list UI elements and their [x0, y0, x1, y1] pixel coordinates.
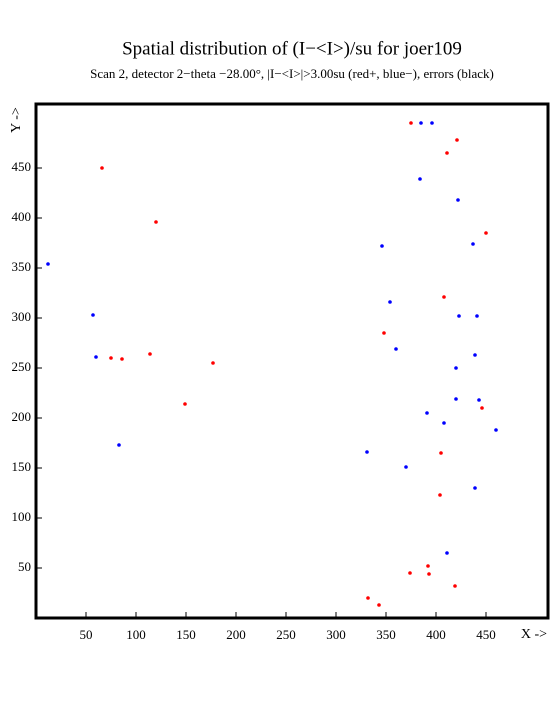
- point: [388, 300, 392, 304]
- x-tick-label: 400: [426, 627, 446, 642]
- y-tick-label: 200: [12, 409, 32, 424]
- point: [442, 295, 446, 299]
- point: [427, 572, 431, 576]
- point: [457, 314, 461, 318]
- point: [183, 402, 187, 406]
- point: [494, 428, 498, 432]
- point: [377, 603, 381, 607]
- point: [445, 551, 449, 555]
- point: [404, 465, 408, 469]
- x-tick-label: 450: [476, 627, 496, 642]
- y-tick-label: 350: [12, 259, 32, 274]
- point: [454, 366, 458, 370]
- point: [425, 411, 429, 415]
- plot-frame: [34, 102, 550, 620]
- x-tick-label: 50: [80, 627, 93, 642]
- point: [117, 443, 121, 447]
- point: [438, 493, 442, 497]
- point: [148, 352, 152, 356]
- y-tick-label: 300: [12, 309, 32, 324]
- point: [91, 313, 95, 317]
- point: [408, 571, 412, 575]
- point: [419, 121, 423, 125]
- point: [120, 357, 124, 361]
- y-tick-label: 50: [18, 559, 31, 574]
- point: [100, 166, 104, 170]
- point: [94, 355, 98, 359]
- point: [418, 177, 422, 181]
- point: [456, 198, 460, 202]
- chart-title: Spatial distribution of (I−<I>)/su for j…: [122, 38, 462, 59]
- point: [154, 220, 158, 224]
- x-tick-label: 200: [226, 627, 246, 642]
- y-tick-label: 250: [12, 359, 32, 374]
- point: [473, 353, 477, 357]
- point: [442, 421, 446, 425]
- y-tick-label: 150: [12, 459, 32, 474]
- point: [480, 406, 484, 410]
- x-tick-label: 300: [326, 627, 346, 642]
- point: [430, 121, 434, 125]
- point: [439, 451, 443, 455]
- y-tick-label: 100: [12, 509, 32, 524]
- x-tick-label: 150: [176, 627, 196, 642]
- point: [471, 242, 475, 246]
- y-axis-label: Y ->: [9, 107, 24, 133]
- point: [366, 596, 370, 600]
- x-axis-label: X ->: [521, 627, 547, 642]
- point: [382, 331, 386, 335]
- point: [426, 564, 430, 568]
- point: [365, 450, 369, 454]
- point: [473, 486, 477, 490]
- point: [475, 314, 479, 318]
- point: [484, 231, 488, 235]
- point: [477, 398, 481, 402]
- chart-subtitle: Scan 2, detector 2−theta −28.00°, |I−<I>…: [90, 66, 494, 81]
- x-tick-label: 350: [376, 627, 396, 642]
- point: [211, 361, 215, 365]
- x-tick-label: 100: [126, 627, 146, 642]
- point: [445, 151, 449, 155]
- point: [409, 121, 413, 125]
- y-tick-label: 450: [12, 159, 32, 174]
- point: [109, 356, 113, 360]
- y-tick-label: 400: [12, 209, 32, 224]
- point: [455, 138, 459, 142]
- point: [454, 397, 458, 401]
- point: [453, 584, 457, 588]
- point: [394, 347, 398, 351]
- point: [46, 262, 50, 266]
- x-tick-label: 250: [276, 627, 296, 642]
- point: [380, 244, 384, 248]
